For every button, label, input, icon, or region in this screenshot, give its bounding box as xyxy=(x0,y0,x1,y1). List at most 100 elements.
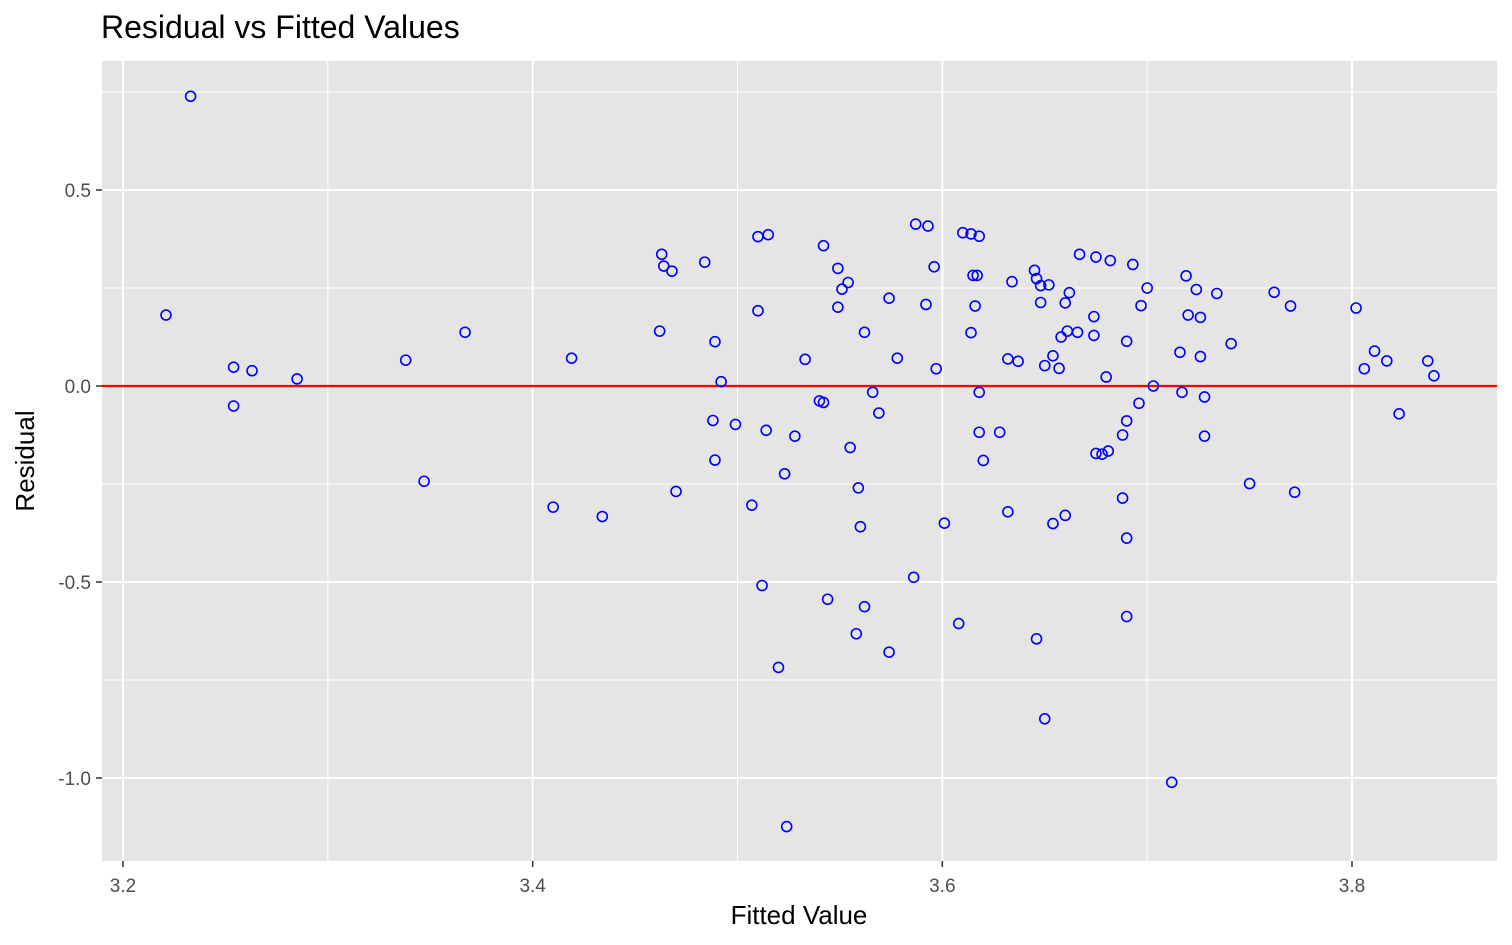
data-point xyxy=(1059,297,1072,309)
data-point xyxy=(1120,610,1133,623)
data-point xyxy=(459,326,471,339)
data-point xyxy=(971,269,983,282)
data-point xyxy=(883,646,895,658)
data-point xyxy=(844,441,856,454)
data-point xyxy=(930,362,942,375)
y-axis-ticks: 0.5 0.0 -0.5 -1.0 xyxy=(58,181,102,790)
data-point xyxy=(1038,713,1051,725)
data-point xyxy=(993,426,1006,439)
data-point xyxy=(760,424,772,437)
minor-gridlines xyxy=(102,61,1497,861)
data-point xyxy=(1100,371,1112,383)
data-point xyxy=(969,300,981,312)
data-point xyxy=(832,262,844,275)
data-point xyxy=(1225,337,1237,350)
data-point xyxy=(1428,370,1440,382)
data-point xyxy=(1116,429,1129,441)
data-point xyxy=(1120,415,1133,427)
data-point xyxy=(922,220,934,232)
data-point xyxy=(666,265,678,277)
data-point xyxy=(1190,283,1203,296)
x-tick-label: 3.4 xyxy=(519,876,546,897)
data-point xyxy=(762,228,775,241)
data-point xyxy=(883,292,895,304)
data-point xyxy=(1198,430,1211,442)
data-point xyxy=(1034,296,1047,309)
data-point xyxy=(973,386,986,399)
data-point xyxy=(1120,335,1133,348)
data-point xyxy=(799,353,811,366)
data-point xyxy=(565,352,578,364)
y-tick-label: 0.5 xyxy=(65,181,91,202)
data-point xyxy=(698,256,711,268)
data-point xyxy=(1006,275,1018,288)
data-point xyxy=(1073,248,1086,261)
data-point xyxy=(1284,300,1297,312)
data-point xyxy=(858,326,871,339)
data-point xyxy=(227,400,240,412)
data-point xyxy=(1135,299,1147,312)
data-point xyxy=(772,661,785,674)
data-point xyxy=(920,298,932,311)
data-point xyxy=(965,228,977,240)
data-point xyxy=(836,283,848,295)
data-point xyxy=(832,301,844,314)
data-point xyxy=(227,361,240,373)
data-point xyxy=(973,230,986,243)
data-point xyxy=(928,261,940,273)
data-point xyxy=(1096,448,1108,461)
data-point xyxy=(1034,279,1047,292)
data-point xyxy=(715,375,727,388)
data-point xyxy=(780,820,793,833)
data-point xyxy=(418,475,430,488)
data-point xyxy=(709,335,721,348)
data-point xyxy=(1194,350,1207,363)
data-point xyxy=(813,395,826,407)
data-point xyxy=(729,418,742,431)
data-point xyxy=(1055,331,1067,343)
data-point xyxy=(866,386,879,399)
data-point xyxy=(709,454,721,466)
data-point xyxy=(789,430,801,442)
data-point xyxy=(1063,286,1076,299)
data-point xyxy=(657,260,670,272)
watermark: @稀土掘金技术社区 xyxy=(1335,901,1488,921)
data-point xyxy=(399,354,412,366)
y-tick-label: -0.5 xyxy=(58,573,91,594)
data-point xyxy=(1174,346,1186,359)
data-point xyxy=(854,520,867,533)
data-point xyxy=(1141,282,1153,294)
data-point xyxy=(1028,264,1041,277)
x-tick-label: 3.6 xyxy=(929,876,955,897)
data-point xyxy=(957,226,969,239)
data-point xyxy=(1381,355,1393,367)
data-point xyxy=(1090,447,1102,460)
data-point xyxy=(1053,362,1065,375)
data-point xyxy=(817,239,830,252)
data-point xyxy=(1047,350,1059,362)
data-point xyxy=(246,364,258,377)
data-point xyxy=(858,600,871,613)
data-point xyxy=(842,276,854,289)
data-point xyxy=(1127,258,1139,271)
data-point xyxy=(1088,310,1100,323)
x-tick-label: 3.8 xyxy=(1339,876,1365,897)
chart-title: Residual vs Fitted Values xyxy=(101,9,460,45)
data-point xyxy=(1043,279,1055,291)
data-point xyxy=(291,373,303,385)
data-point xyxy=(973,426,986,439)
data-point xyxy=(184,90,197,103)
data-point xyxy=(938,517,951,530)
data-point xyxy=(1393,408,1405,420)
data-point xyxy=(1268,286,1280,299)
data-point xyxy=(1012,355,1024,368)
y-tick-label: -1.0 xyxy=(58,769,91,790)
data-point xyxy=(850,627,863,640)
data-point xyxy=(1194,311,1207,324)
data-point xyxy=(873,407,885,419)
data-point xyxy=(160,309,172,321)
data-point xyxy=(965,326,977,339)
data-point xyxy=(1059,509,1072,522)
data-point xyxy=(778,468,791,480)
